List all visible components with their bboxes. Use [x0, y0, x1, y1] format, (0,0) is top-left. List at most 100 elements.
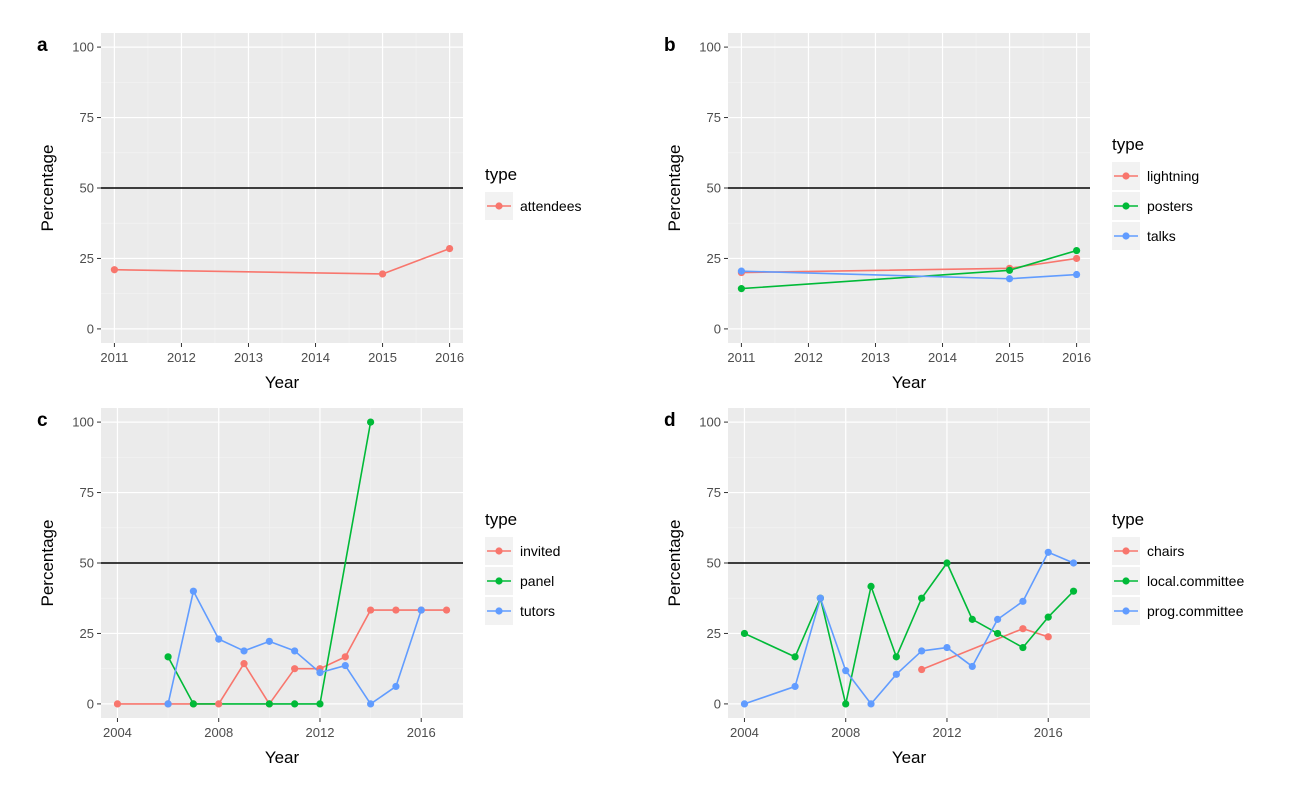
panel-letter: c: [37, 410, 48, 431]
data-point-tutors: [265, 637, 273, 645]
panel-a: 0 25 50 75 100 2011 2012 2013 2014 2015 2016 Year Pe…: [37, 33, 582, 392]
data-point-prog.committee: [1044, 548, 1052, 556]
data-point-tutors: [164, 700, 172, 708]
x-axis-title: Year: [892, 373, 927, 392]
data-point-local.committee: [867, 582, 875, 590]
legend-key-posters: [1112, 192, 1140, 220]
x-tick-label: 2012: [933, 725, 962, 740]
data-point-invited: [341, 653, 349, 661]
data-point-prog.committee: [816, 594, 824, 602]
y-axis-title: Percentage: [38, 520, 57, 607]
y-tick-label: 75: [80, 485, 94, 500]
legend-label: lightning: [1147, 168, 1199, 184]
data-point-local.committee: [791, 653, 799, 661]
data-point-prog.committee: [867, 700, 875, 708]
y-axis-title: Percentage: [665, 520, 684, 607]
y-tick-label: 25: [80, 251, 94, 266]
series-line-panel: [167, 421, 372, 705]
legend-key-local.committee: [1112, 567, 1140, 595]
y-tick-label: 75: [707, 485, 721, 500]
x-tick-label: 2008: [204, 725, 233, 740]
data-point-local.committee: [842, 700, 850, 708]
data-point-invited: [113, 700, 122, 708]
data-point-local.committee: [1069, 587, 1078, 595]
data-point-prog.committee: [740, 700, 749, 708]
x-axis-title: Year: [265, 373, 300, 392]
panel-b: 0 25 50 75 100 2011 2012 2013 2014 2015 2016 Year Pe…: [664, 33, 1199, 392]
y-tick-label: 100: [699, 40, 721, 55]
data-point-tutors: [417, 606, 425, 614]
data-point-tutors: [392, 682, 400, 691]
x-tick-label: 2016: [1034, 725, 1063, 740]
data-point-invited: [367, 606, 375, 614]
y-tick-label: 25: [707, 626, 721, 641]
data-point-tutors: [291, 647, 299, 655]
legend-key-talks: [1112, 222, 1140, 250]
legend-key-point: [1122, 232, 1130, 240]
x-tick-label: 2011: [100, 350, 128, 365]
legend-key-point: [1122, 607, 1130, 615]
data-point-prog.committee: [943, 643, 951, 652]
data-point-prog.committee: [842, 667, 850, 675]
legend-label: invited: [520, 543, 560, 559]
y-tick-label: 50: [80, 556, 94, 571]
y-tick-label: 50: [707, 181, 721, 196]
legend-key-point: [495, 577, 503, 585]
legend-key-point: [495, 202, 503, 210]
data-point-tutors: [367, 700, 375, 708]
x-tick-label: 2012: [306, 725, 335, 740]
y-tick-label: 25: [80, 626, 94, 641]
data-point-tutors: [189, 587, 197, 595]
data-point-talks: [1072, 270, 1081, 279]
y-tick-label: 50: [80, 181, 94, 196]
x-tick-label: 2016: [407, 725, 436, 740]
x-tick-label: 2013: [234, 350, 263, 365]
x-tick-label: 2011: [727, 350, 755, 365]
y-axis-title: Percentage: [38, 145, 57, 232]
data-point-local.committee: [740, 629, 749, 638]
data-point-chairs: [1044, 633, 1052, 641]
data-point-tutors: [341, 661, 349, 670]
y-tick-label: 0: [87, 321, 94, 336]
data-point-panel: [291, 700, 299, 708]
y-tick-label: 75: [707, 110, 721, 125]
data-point-attendees: [378, 270, 387, 278]
legend-key-lightning: [1112, 162, 1140, 190]
data-point-attendees: [445, 244, 454, 253]
data-point-posters: [737, 285, 746, 293]
x-tick-label: 2013: [861, 350, 890, 365]
y-tick-label: 0: [714, 696, 721, 711]
legend-label: panel: [520, 573, 554, 589]
data-point-posters: [1005, 266, 1014, 274]
legend-label: posters: [1147, 198, 1193, 214]
x-tick-label: 2012: [167, 350, 196, 365]
data-point-prog.committee: [994, 615, 1002, 623]
x-tick-label: 2015: [995, 350, 1024, 365]
x-axis-title: Year: [892, 748, 927, 767]
legend-key-chairs: [1112, 537, 1140, 565]
data-point-invited: [442, 606, 451, 614]
data-point-local.committee: [918, 594, 926, 602]
legend-label: tutors: [520, 603, 555, 619]
data-point-local.committee: [943, 559, 951, 567]
data-point-talks: [1005, 275, 1014, 283]
y-tick-label: 0: [714, 321, 721, 336]
data-point-tutors: [215, 635, 223, 643]
panel-d: 0 25 50 75 100 2004 2008 2012 2016 Year Percentage…: [664, 408, 1244, 767]
legend-key-attendees: [485, 192, 513, 220]
y-tick-label: 25: [707, 251, 721, 266]
data-point-invited: [392, 606, 400, 614]
legend-label: attendees: [520, 198, 582, 214]
data-point-prog.committee: [968, 662, 976, 671]
legend-title: type: [485, 510, 517, 529]
data-point-local.committee: [1019, 643, 1027, 652]
data-point-invited: [215, 700, 223, 708]
panel-letter: d: [664, 410, 676, 431]
x-tick-label: 2012: [794, 350, 823, 365]
data-point-invited: [240, 660, 248, 668]
y-tick-label: 75: [80, 110, 94, 125]
data-point-tutors: [240, 647, 248, 655]
legend-key-point: [1122, 577, 1130, 585]
